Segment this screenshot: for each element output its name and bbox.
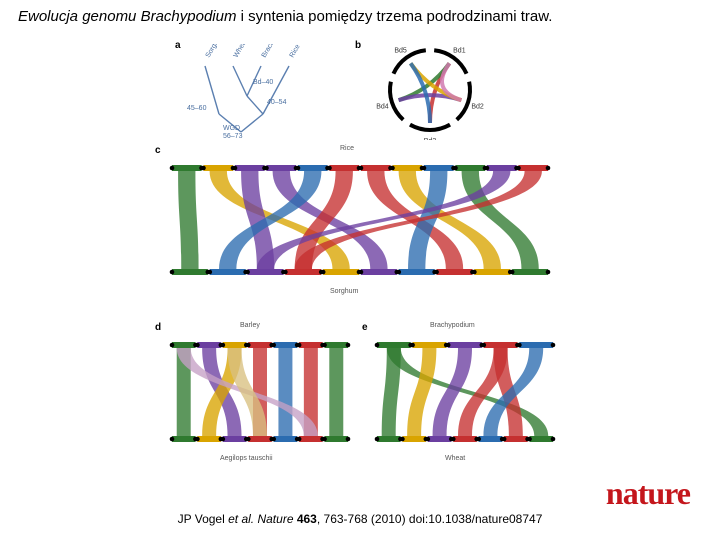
citation-etal: et al. — [228, 512, 257, 526]
panel-d-bottom-label: Aegilops tauschii — [220, 455, 273, 462]
svg-text:Bd2: Bd2 — [471, 103, 484, 110]
svg-text:56–73: 56–73 — [223, 133, 243, 139]
panel-e-synteny — [370, 332, 560, 452]
title-rest: i syntenia pomiędzy trzema podrodzinami … — [236, 8, 552, 25]
svg-text:Bd1: Bd1 — [453, 48, 466, 55]
citation: JP Vogel et al. Nature 463, 763-768 (201… — [0, 512, 720, 526]
nature-logo-text: nature — [606, 475, 690, 511]
title-italic: Ewolucja genomu Brachypodium — [18, 8, 236, 25]
panel-b-circos: Bd1 Bd2 Bd3 Bd4 Bd5 — [370, 42, 500, 140]
panel-e-label: e — [362, 322, 368, 333]
panel-d-label: d — [155, 322, 161, 333]
svg-text:Bd4: Bd4 — [376, 103, 389, 110]
svg-text:Bd3: Bd3 — [424, 138, 437, 140]
svg-text:45–60: 45–60 — [187, 105, 207, 112]
citation-volume: 463 — [297, 512, 317, 526]
panel-a-label: a — [175, 40, 181, 51]
panel-d-top-label: Barley — [240, 322, 260, 329]
citation-journal: Nature — [257, 512, 296, 526]
figure-area: a Sorghum Wheat Brachy Rice Bd–40 40–54 45–60 W… — [130, 40, 590, 480]
citation-pages: , 763-768 (2010) — [317, 512, 409, 526]
panel-c-synteny — [165, 155, 555, 285]
svg-text:Wheat: Wheat — [233, 44, 249, 59]
svg-text:Rice: Rice — [289, 44, 302, 59]
svg-text:Brachy: Brachy — [261, 44, 278, 59]
panel-e-bottom-label: Wheat — [445, 455, 465, 462]
citation-doi: doi:10.1038/nature08747 — [409, 512, 542, 526]
panel-e-top-label: Brachypodium — [430, 322, 475, 329]
figure-title: Ewolucja genomu Brachypodium i syntenia … — [18, 8, 552, 25]
svg-text:WGD: WGD — [223, 125, 240, 132]
svg-text:Bd–40: Bd–40 — [253, 79, 273, 86]
svg-text:40–54: 40–54 — [267, 99, 287, 106]
panel-a-tree: Sorghum Wheat Brachy Rice Bd–40 40–54 45–60 WGD… — [185, 44, 335, 139]
panel-c-top-label: Rice — [340, 145, 354, 152]
panel-d-synteny — [165, 332, 355, 452]
panel-c-bottom-label: Sorghum — [330, 288, 358, 295]
nature-logo: nature — [606, 475, 690, 512]
svg-text:Sorghum: Sorghum — [205, 44, 225, 59]
svg-text:Bd5: Bd5 — [394, 48, 407, 55]
panel-c-label: c — [155, 145, 161, 156]
panel-b-label: b — [355, 40, 361, 51]
citation-authors: JP Vogel — [178, 512, 228, 526]
